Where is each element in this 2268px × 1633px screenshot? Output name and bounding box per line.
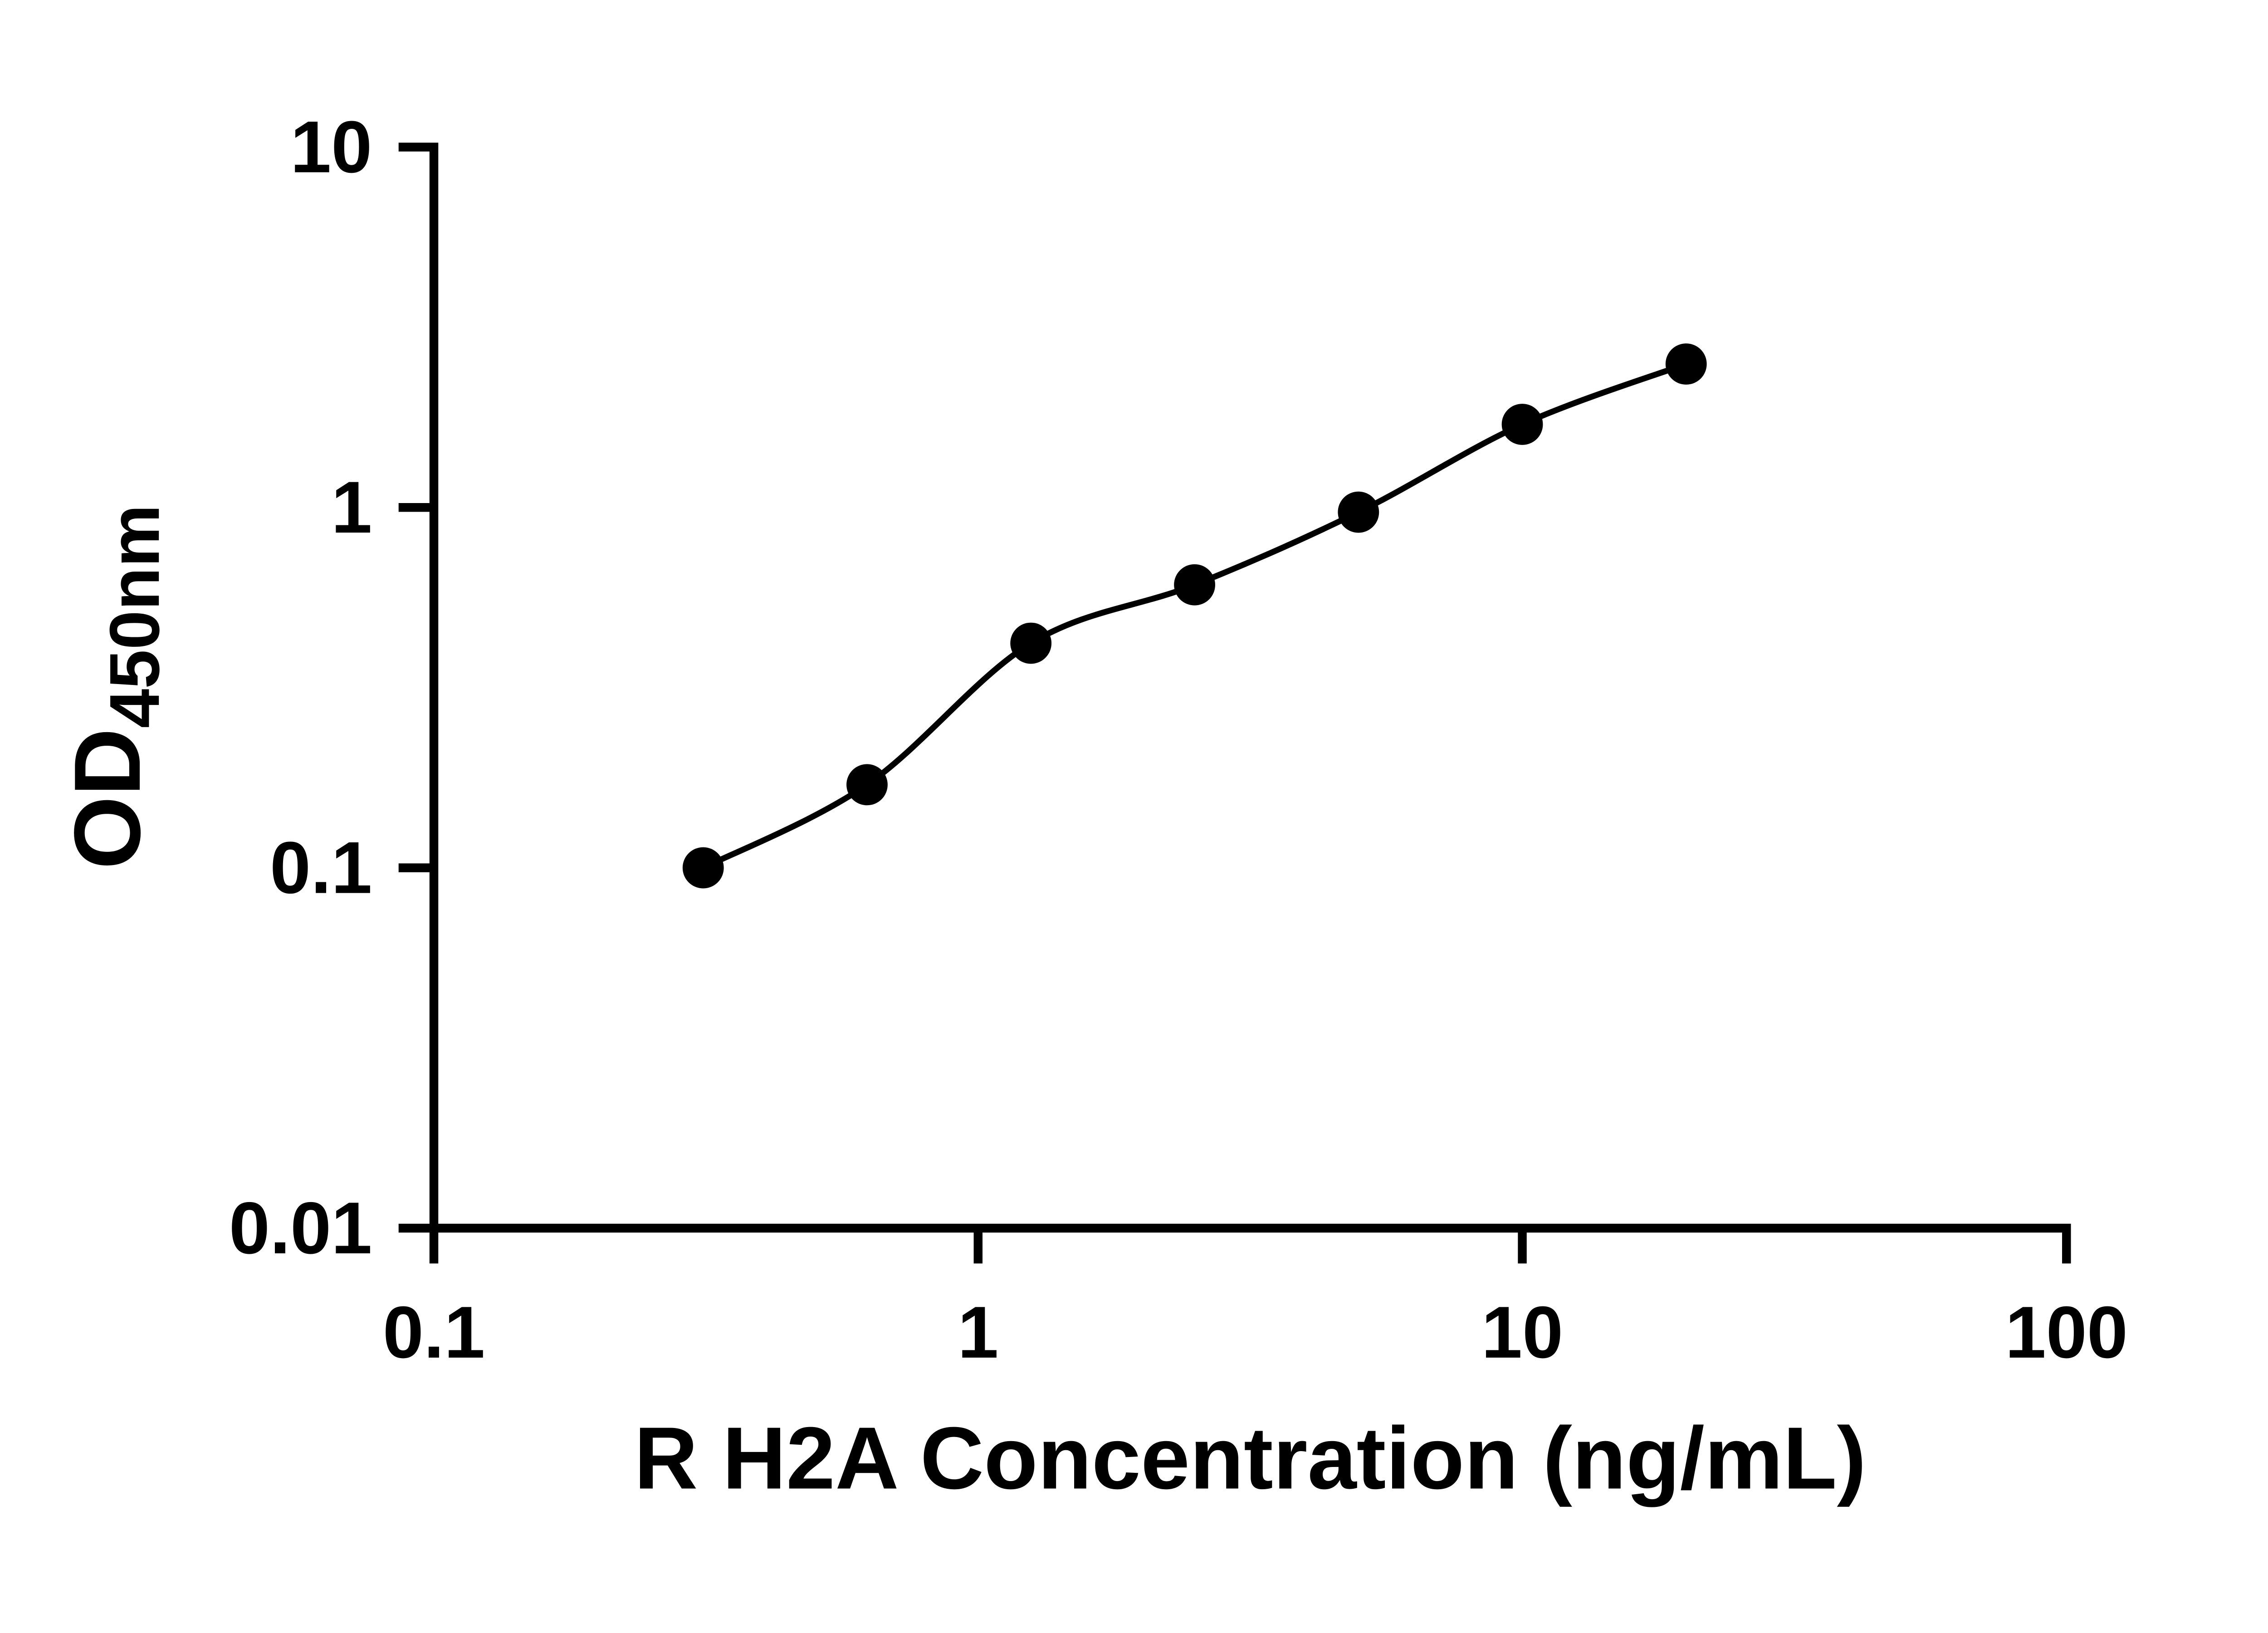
data-point: [1338, 491, 1379, 533]
plot-layer: [682, 343, 1707, 889]
x-axis-tick-label: 1: [958, 1291, 998, 1374]
y-axis-tick-label: 0.01: [229, 1187, 372, 1269]
x-axis-tick-label: 10: [1481, 1291, 1563, 1374]
data-point: [846, 764, 888, 806]
y-axis-title: OD450nm: [54, 504, 174, 869]
y-axis-tick-label: 1: [331, 466, 372, 548]
elisa-standard-curve-figure: 0.01 0.1 1 10 0.1 1 10 100 R H2A Concentration …: [54, 106, 2128, 1508]
x-axis-title: R H2A Concentration (ng/mL): [634, 1409, 1866, 1507]
axis-lines: [429, 142, 2071, 1233]
y-axis-tick-label: 0.1: [270, 827, 372, 909]
y-axis-tick-label: 10: [290, 106, 372, 188]
x-axis-tick-label: 100: [2005, 1291, 2128, 1374]
data-point: [1501, 404, 1543, 445]
data-point: [682, 847, 724, 889]
data-point: [1174, 564, 1215, 606]
y-axis-title-sub: 450nm: [95, 504, 174, 728]
data-point: [1665, 343, 1707, 385]
y-axis-title-main: OD: [54, 728, 160, 869]
data-point: [1010, 622, 1052, 664]
x-axis-tick-label: 0.1: [383, 1291, 485, 1374]
